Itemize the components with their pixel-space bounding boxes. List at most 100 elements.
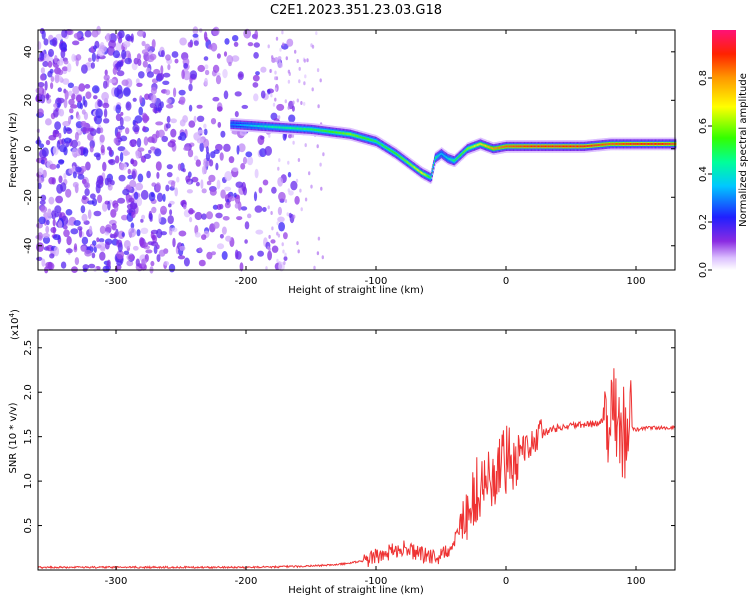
spectrogram-cell — [334, 131, 337, 134]
spectrogram-cell — [144, 153, 151, 159]
spectrogram-cell — [145, 249, 153, 254]
spectrogram-cell — [411, 164, 413, 167]
spectrogram-cell — [573, 145, 575, 148]
spectrogram-cell — [223, 90, 229, 100]
spectrogram-cell — [115, 155, 120, 164]
spectrogram-cell — [196, 104, 203, 109]
spectrogram-cell — [305, 128, 307, 130]
spectrogram-cell — [68, 115, 72, 125]
spectrogram-cell — [332, 131, 334, 133]
spectrogram-cell — [405, 160, 408, 163]
spectrogram-cell — [262, 207, 267, 212]
spectrogram-cell — [249, 124, 251, 127]
spectrogram-cell — [216, 243, 225, 250]
spectrogram-cell — [580, 145, 582, 148]
spectrogram-cell — [182, 115, 189, 123]
spectrogram-cell — [492, 147, 494, 150]
spectrogram-cell — [40, 206, 48, 213]
spectrogram-cell — [100, 246, 106, 252]
spectrogram-cell — [231, 123, 233, 126]
spectrogram-cell — [234, 91, 242, 97]
spectrogram-cell — [512, 145, 514, 148]
spectrogram-cell — [333, 131, 335, 134]
spectrogram-cell — [115, 42, 122, 52]
spectrogram-cell — [95, 183, 101, 194]
spectrogram-cell — [655, 143, 657, 145]
spectrogram-cell — [60, 42, 67, 51]
spectrogram-cell — [103, 74, 110, 81]
spectrogram-cell — [327, 130, 329, 133]
spectrogram-cell — [519, 145, 522, 148]
spectrogram-cell — [278, 260, 281, 265]
spectrogram-cell — [272, 126, 274, 128]
spectrogram-cell — [646, 143, 649, 145]
spectrogram-cell — [401, 156, 403, 159]
spectrogram-cell — [296, 59, 299, 63]
spectrogram-cell — [473, 145, 476, 148]
spectrogram-cell — [612, 143, 614, 145]
spectrogram-cell — [88, 263, 96, 269]
spectrogram-cell — [53, 103, 58, 108]
spectrogram-cell — [366, 137, 368, 140]
spectrogram-cell — [528, 145, 530, 148]
spectrogram-cell — [188, 104, 193, 112]
spectrogram-cell — [47, 60, 53, 68]
spectrogram-cell — [292, 100, 295, 105]
spectrogram-cell — [304, 128, 306, 130]
spectrogram-cell — [557, 145, 559, 148]
spectrogram-cell — [450, 158, 452, 161]
spectrogram-cell — [106, 259, 111, 268]
spectrogram-cell — [435, 156, 437, 159]
spectrogram-cell — [316, 251, 320, 256]
spectrogram-cell — [554, 145, 556, 148]
spectrogram-cell — [649, 143, 651, 145]
spectrogram-cell — [367, 138, 369, 141]
spectrogram-cell — [122, 188, 130, 196]
spectrogram-cell — [183, 146, 190, 151]
spectrogram-cell — [377, 141, 379, 144]
spectrogram-cell — [417, 169, 419, 172]
spectrogram-cell — [72, 171, 77, 179]
x-tick-label: -200 — [235, 576, 258, 587]
spectrogram-cell — [143, 136, 149, 146]
spectrogram-cell — [56, 140, 61, 150]
spectrogram-cell — [153, 245, 158, 254]
spectrogram-cell — [349, 133, 351, 135]
spectrogram-cell — [210, 118, 217, 125]
spectrogram-cell — [121, 79, 129, 86]
spectrogram-cell — [255, 229, 264, 235]
spectrogram-cell — [260, 125, 262, 128]
spectrogram-cell — [187, 41, 193, 48]
spectrogram-cell — [269, 69, 272, 73]
spectrogram-cell — [172, 237, 176, 248]
spectrogram-cell — [550, 145, 552, 148]
spectrogram-cell — [253, 52, 259, 59]
spectrogram-cell — [429, 176, 431, 179]
spectrogram-cell — [274, 57, 279, 63]
spectrogram-cell — [452, 159, 454, 162]
spectrogram-cell — [128, 197, 135, 203]
spectrogram-cell — [294, 127, 296, 130]
snr-scale-text: (x10 — [10, 317, 21, 340]
spectrogram-cell — [622, 143, 624, 145]
spectrogram-cell — [87, 209, 92, 220]
colorbar-tick-label: 0.8 — [698, 70, 709, 86]
spectrogram-cell — [154, 148, 162, 157]
spectrogram-cell — [268, 234, 271, 239]
spectrogram-cell — [275, 36, 279, 41]
spectrogram-cell — [39, 51, 45, 61]
spectrogram-cell — [441, 153, 444, 156]
spectrogram-cell — [72, 86, 80, 95]
spectrogram-cell — [288, 134, 292, 139]
spectrogram-cell — [575, 145, 577, 148]
spectrogram-cell — [201, 188, 207, 194]
spectrogram-cell — [575, 145, 578, 148]
spectrogram-cell — [226, 55, 234, 65]
spectrogram-cell — [484, 144, 486, 147]
spectrogram-cell — [65, 209, 73, 216]
spectrogram-cell — [356, 134, 358, 137]
spectrogram-cell — [669, 143, 671, 145]
spectrogram-cell — [194, 211, 203, 221]
spectrogram-cell — [353, 134, 355, 137]
spectrogram-cell — [235, 123, 238, 126]
